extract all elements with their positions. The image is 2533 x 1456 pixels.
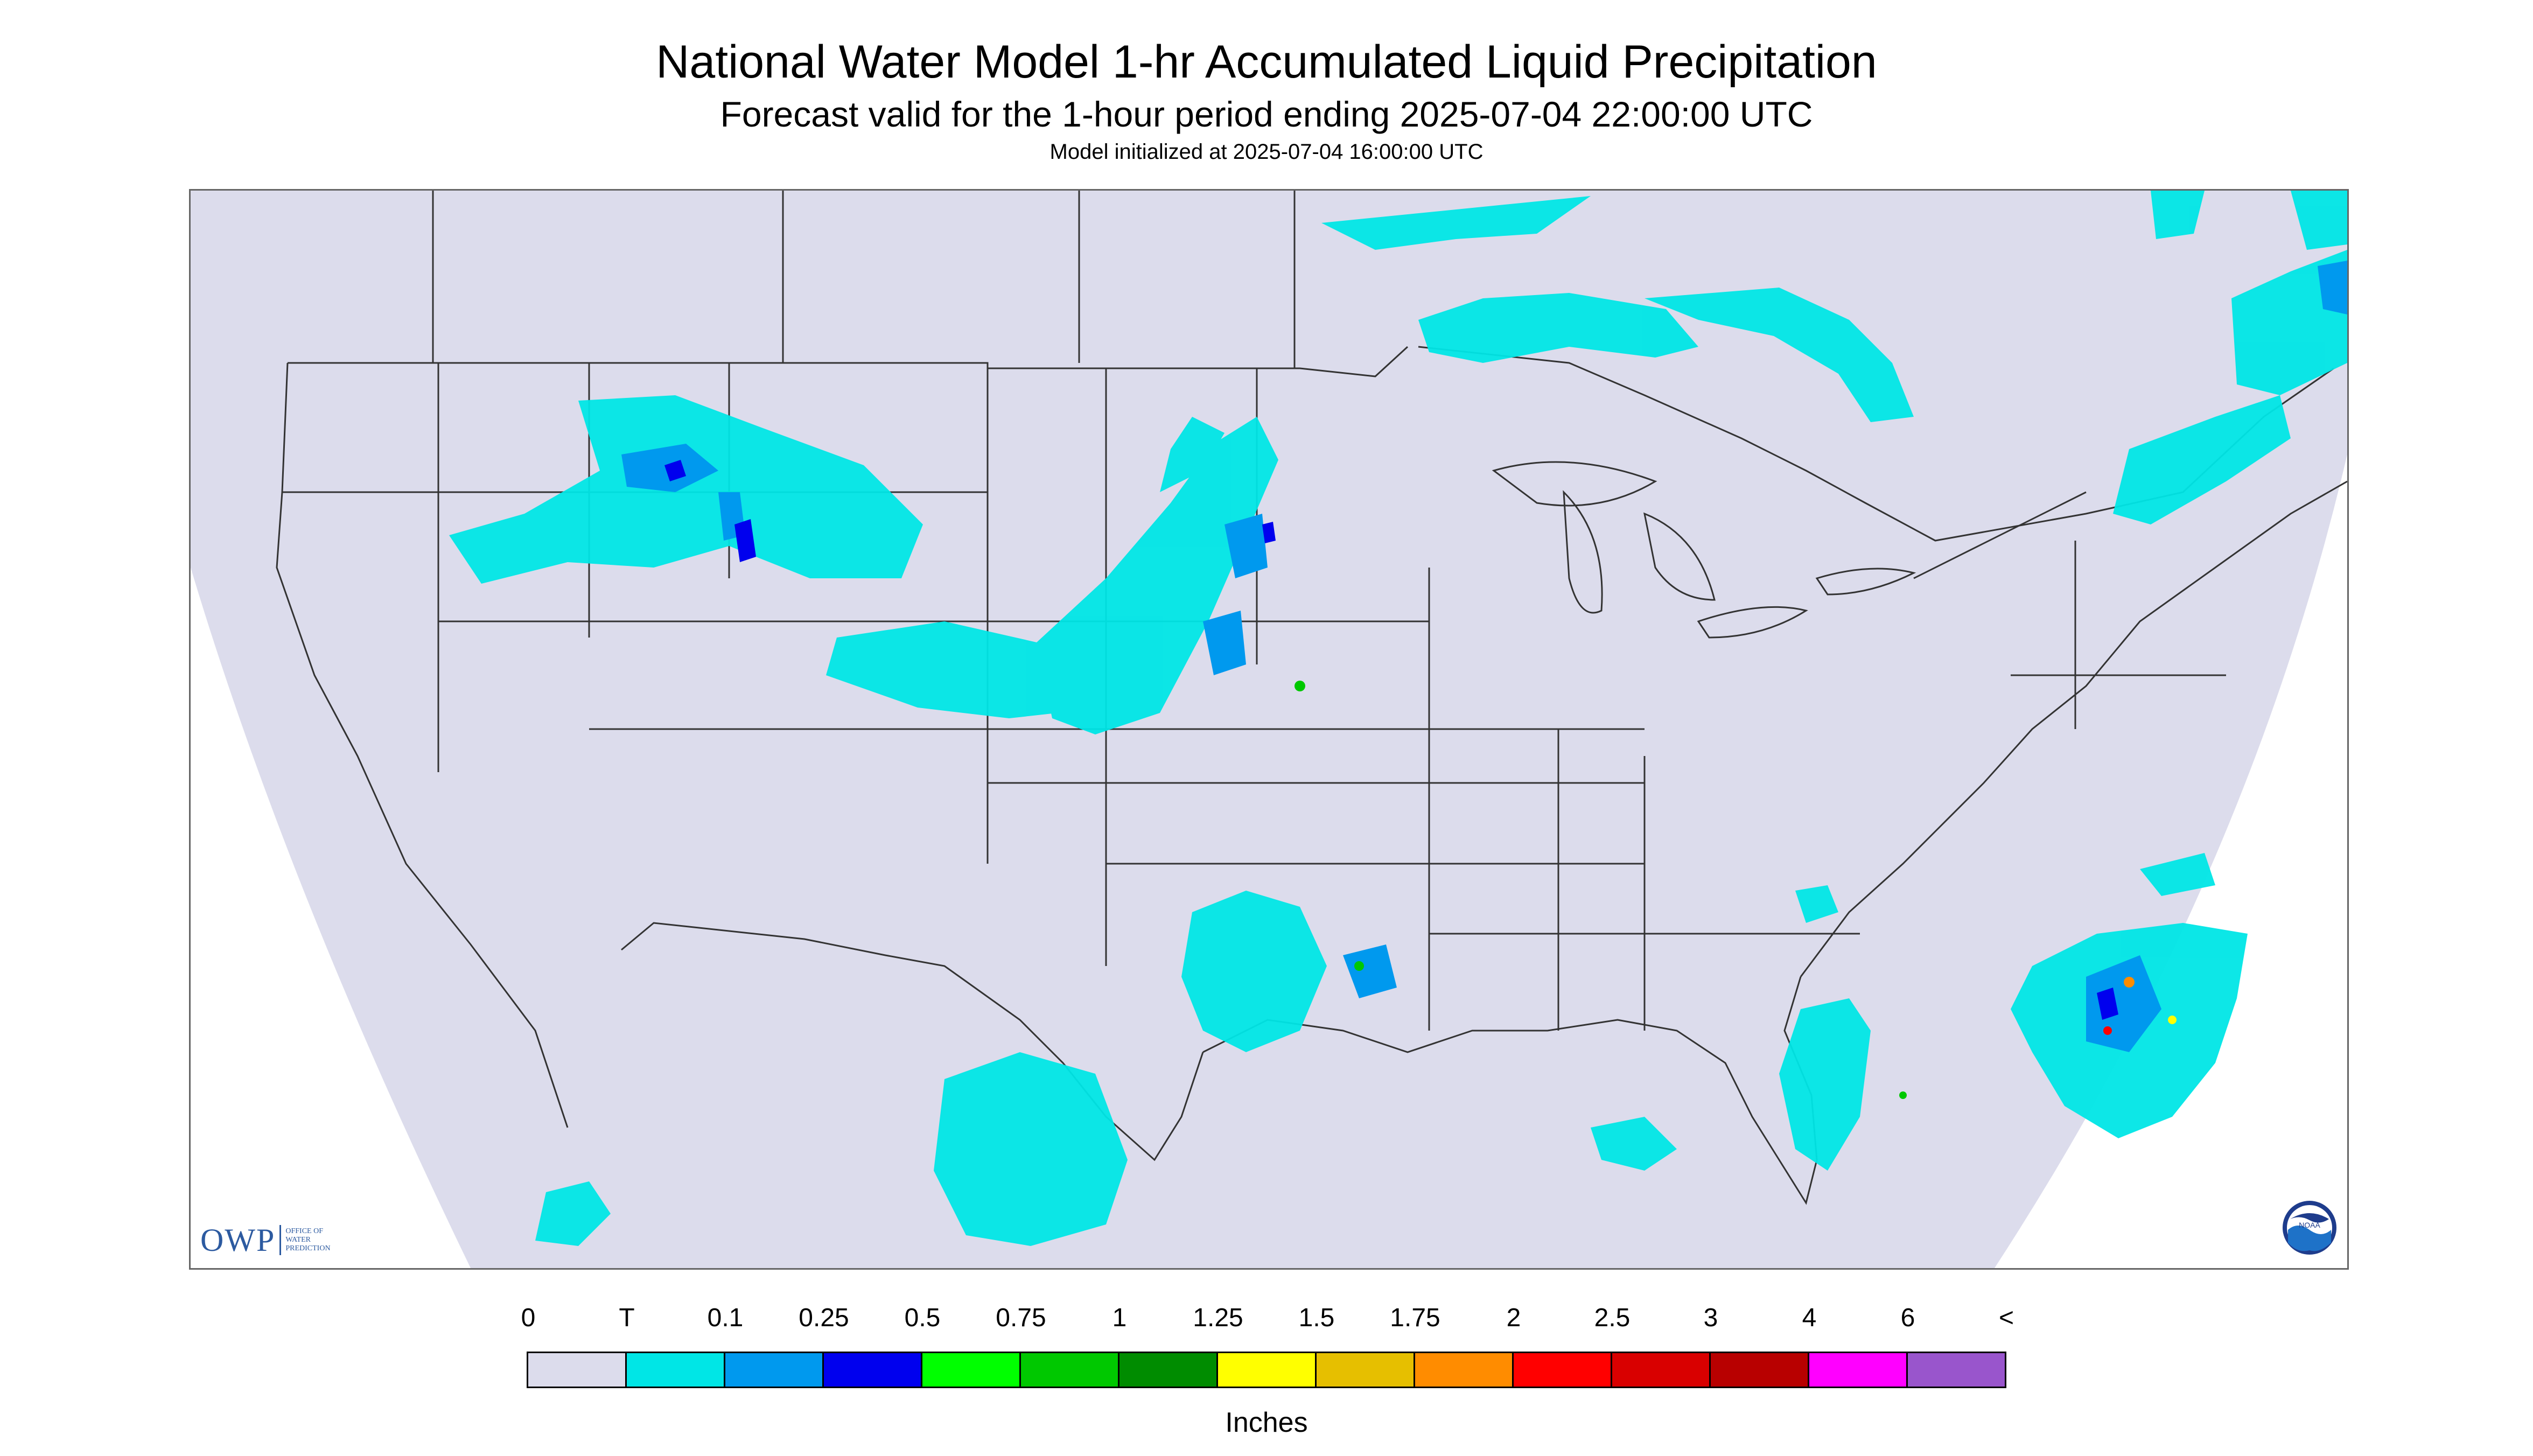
precipitation-map[interactable] [189, 189, 2349, 1270]
owp-subtext-line-3: PREDICTION [285, 1244, 331, 1252]
owp-logo: OWP OFFICE OF WATER PREDICTION [200, 1222, 367, 1258]
legend-swatch [1317, 1353, 1415, 1387]
legend-label: 2.5 [1594, 1304, 1631, 1332]
precip-heavy [664, 460, 2118, 1020]
legend-label: 0 [521, 1304, 536, 1332]
map-title: National Water Model 1-hr Accumulated Li… [656, 36, 1877, 88]
legend-swatch [1119, 1353, 1218, 1387]
owp-logo-subtext: OFFICE OF WATER PREDICTION [285, 1227, 330, 1253]
legend-label: 3 [1703, 1304, 1718, 1332]
legend-units: Inches [1225, 1407, 1308, 1438]
legend-swatch [922, 1353, 1021, 1387]
owp-logo-text: OWP [200, 1222, 276, 1258]
legend-label: T [619, 1304, 635, 1332]
legend-label: 0.75 [996, 1304, 1046, 1332]
model-init-text: Model initialized at 2025-07-04 16:00:00… [1049, 140, 1484, 164]
legend-swatch [725, 1353, 824, 1387]
owp-subtext-line-2: WATER [285, 1236, 311, 1244]
legend-swatch [824, 1353, 922, 1387]
map-canvas [191, 191, 2347, 1268]
legend-swatch [1415, 1353, 1514, 1387]
noaa-logo: NOAA [2282, 1200, 2338, 1256]
legend-label: 0.25 [799, 1304, 849, 1332]
legend-swatch [528, 1353, 627, 1387]
legend-label: 0.5 [904, 1304, 941, 1332]
legend-swatch [627, 1353, 725, 1387]
legend-label: 1.25 [1193, 1304, 1243, 1332]
precip-trace [449, 191, 2347, 1246]
owp-subtext-line-1: OFFICE OF [285, 1227, 323, 1235]
legend-label: 4 [1802, 1304, 1817, 1332]
legend-color-bar [527, 1352, 2006, 1388]
legend-labels: 0 T 0.1 0.25 0.5 0.75 1 1.25 1.5 1.75 2 2.5 3 4 6 < [521, 1302, 2014, 1340]
legend-label: 2 [1506, 1304, 1521, 1332]
precip-intense [1295, 681, 2177, 1099]
legend-swatch [1711, 1353, 1809, 1387]
noaa-logo-text: NOAA [2299, 1221, 2320, 1229]
map-subtitle: Forecast valid for the 1-hour period end… [720, 94, 1813, 134]
legend-swatch [1021, 1353, 1119, 1387]
legend-label: 6 [1900, 1304, 1915, 1332]
legend-label: 1.5 [1298, 1304, 1335, 1332]
legend-label: < [1998, 1304, 2014, 1332]
legend-swatch [1612, 1353, 1711, 1387]
legend-swatch [1908, 1353, 2005, 1387]
legend-label: 1.75 [1390, 1304, 1440, 1332]
legend-label: 0.1 [707, 1304, 744, 1332]
legend-label: 1 [1112, 1304, 1127, 1332]
color-legend: 0 T 0.1 0.25 0.5 0.75 1 1.25 1.5 1.75 2 2.5 3 4 6 < [521, 1302, 2014, 1410]
noaa-logo-icon: NOAA [2283, 1201, 2336, 1255]
legend-swatch [1514, 1353, 1612, 1387]
legend-swatch [1218, 1353, 1317, 1387]
owp-logo-divider [279, 1225, 282, 1255]
legend-swatch [1809, 1353, 1908, 1387]
